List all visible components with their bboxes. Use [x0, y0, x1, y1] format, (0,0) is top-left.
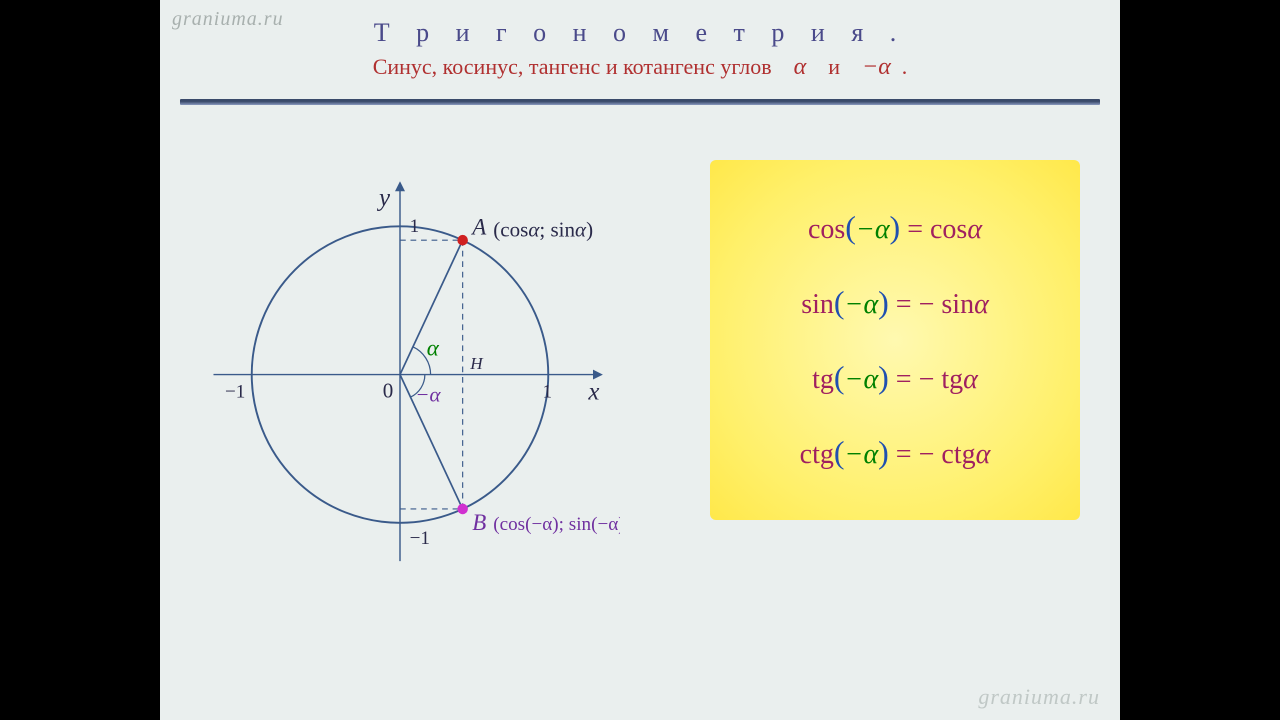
formula-box: cos(−α) = cosα sin(−α) = − sinα tg(−α) = −…: [710, 160, 1080, 520]
formula-cos: cos(−α) = cosα: [730, 209, 1060, 246]
watermark-bottom: graniuma.ru: [978, 684, 1100, 710]
page-subtitle: Синус, косинус, тангенс и котангенс угло…: [160, 54, 1120, 81]
content-area: y x 0 1 −1 1 −1 α −α H A(cosα; sinα) B (cos(−α); sin…: [160, 105, 1120, 685]
svg-text:1: 1: [410, 216, 420, 237]
svg-text:B: B: [472, 510, 486, 535]
svg-text:α: α: [427, 335, 440, 360]
svg-text:A: A: [470, 214, 487, 239]
subtitle-and: и: [828, 54, 840, 79]
formula-tg: tg(−α) = − tgα: [730, 359, 1060, 396]
formula-sin: sin(−α) = − sinα: [730, 284, 1060, 321]
svg-text:−1: −1: [225, 382, 245, 403]
svg-text:−1: −1: [410, 528, 430, 549]
svg-text:x: x: [587, 378, 599, 405]
page-title: Т р и г о н о м е т р и я .: [160, 0, 1120, 48]
svg-text:(cosα; sinα): (cosα; sinα): [493, 217, 593, 241]
unit-circle-diagram: y x 0 1 −1 1 −1 α −α H A(cosα; sinα) B (cos(−α); sin…: [180, 145, 620, 585]
subtitle-neg-alpha: −α: [862, 54, 891, 80]
svg-text:−α: −α: [415, 382, 441, 406]
svg-text:(cos(−α); sin(−α)): (cos(−α); sin(−α)): [493, 514, 620, 535]
svg-text:0: 0: [383, 379, 394, 403]
formula-ctg: ctg(−α) = − ctgα: [730, 434, 1060, 471]
svg-text:y: y: [376, 184, 391, 211]
slide: graniuma.ru Т р и г о н о м е т р и я . …: [160, 0, 1120, 720]
subtitle-prefix: Синус, косинус, тангенс и котангенс угло…: [373, 54, 772, 79]
watermark-top: graniuma.ru: [172, 8, 284, 31]
subtitle-alpha: α: [794, 54, 807, 80]
svg-text:H: H: [469, 354, 484, 373]
svg-text:1: 1: [543, 382, 553, 403]
